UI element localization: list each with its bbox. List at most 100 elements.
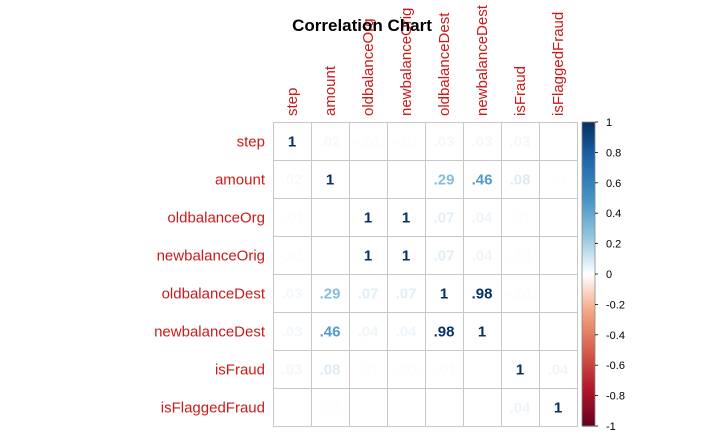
matrix-cell <box>501 312 540 351</box>
matrix-cell <box>463 350 502 389</box>
matrix-cell <box>539 160 578 199</box>
cell-value: 1 <box>364 248 372 265</box>
legend-swatch <box>582 340 595 343</box>
matrix-cell <box>425 198 464 237</box>
legend-swatch <box>582 339 595 342</box>
cell-value: -.01 <box>393 362 419 379</box>
legend-swatch <box>582 353 595 356</box>
row-label: oldbalanceOrg <box>167 210 265 227</box>
matrix-cell <box>349 350 388 389</box>
cell-value: .03 <box>434 134 455 151</box>
legend-swatch <box>582 280 595 283</box>
cell-value: 0 <box>288 400 296 417</box>
cell-value: 1 <box>288 134 296 151</box>
legend-swatch <box>582 128 595 131</box>
legend-swatch <box>582 295 595 298</box>
matrix-cell <box>387 388 426 427</box>
cell-value: 0 <box>326 210 334 227</box>
legend-swatch <box>582 310 595 313</box>
legend-swatch <box>582 141 595 144</box>
legend-swatch <box>582 343 595 347</box>
legend-swatch <box>582 348 595 351</box>
legend-swatch <box>582 231 595 234</box>
legend-swatch <box>582 249 595 252</box>
matrix-values: 1 .02 -.01 -.01 .03 .03 .03 0 .02 1 0 0 .29 .46 .08 .01… <box>279 134 569 417</box>
matrix-cell <box>425 388 464 427</box>
legend-swatch <box>582 153 595 157</box>
cell-value: 0 <box>516 324 524 341</box>
legend-swatch <box>582 138 595 141</box>
row-label: newbalanceDest <box>154 324 266 341</box>
cell-value: .01 <box>320 400 341 417</box>
matrix-grid <box>273 122 578 427</box>
legend-swatch <box>582 333 595 336</box>
legend-tick-label: 0.8 <box>606 147 621 159</box>
matrix-cell <box>273 350 312 389</box>
legend-swatch <box>582 346 595 350</box>
legend-swatch <box>582 245 595 248</box>
legend-swatch <box>582 248 595 251</box>
legend-swatch <box>582 198 595 201</box>
cell-value: .04 <box>548 362 570 379</box>
matrix-cell <box>539 312 578 351</box>
matrix-cell <box>349 236 388 275</box>
cell-value: .01 <box>510 210 531 227</box>
legend-swatch <box>582 260 595 263</box>
cell-value: 0 <box>402 172 410 189</box>
cell-value: .01 <box>548 172 569 189</box>
legend-swatch <box>582 381 595 385</box>
column-label: step <box>284 88 301 116</box>
legend-swatch <box>582 415 595 418</box>
legend-swatch <box>582 185 595 188</box>
legend-swatch <box>582 389 595 392</box>
legend-swatch <box>582 363 595 366</box>
legend-tick-label: 0.6 <box>606 178 621 190</box>
legend-tick-label: -0.2 <box>606 299 625 311</box>
cell-value: .46 <box>472 172 493 189</box>
cell-value: .98 <box>434 324 455 341</box>
legend-swatch <box>582 219 595 222</box>
legend-swatch <box>582 172 595 175</box>
cell-value: -.01 <box>507 286 533 303</box>
legend-swatch <box>582 413 595 416</box>
cell-value: 0 <box>554 134 562 151</box>
matrix-cell <box>425 350 464 389</box>
matrix-cell <box>273 388 312 427</box>
matrix-cell <box>425 274 464 313</box>
legend-swatch <box>582 331 595 334</box>
legend-swatch <box>582 304 595 307</box>
matrix-cell <box>311 160 350 199</box>
legend-swatch <box>582 155 595 158</box>
cell-value: .04 <box>472 210 494 227</box>
legend-swatch <box>582 383 595 386</box>
cell-value: .02 <box>320 134 341 151</box>
legend-swatch <box>582 150 595 153</box>
legend-swatch <box>582 258 595 261</box>
row-label: newbalanceOrig <box>157 248 265 265</box>
matrix-cell <box>463 312 502 351</box>
chart-title: Correlation Chart <box>292 16 432 35</box>
legend-swatch <box>582 395 595 398</box>
legend-swatch <box>582 421 595 424</box>
cell-value: -.01 <box>431 362 457 379</box>
cell-value: .08 <box>320 362 341 379</box>
column-label: isFraud <box>512 66 529 116</box>
matrix-cell <box>539 350 578 389</box>
legend-swatch <box>582 296 595 299</box>
legend-swatch <box>582 360 595 363</box>
legend-swatch <box>582 160 595 163</box>
legend-swatch <box>582 225 595 228</box>
legend-swatch <box>582 312 595 315</box>
legend-swatch <box>582 243 595 246</box>
legend-swatch <box>582 281 595 284</box>
legend-swatch <box>582 213 595 216</box>
cell-value: .03 <box>282 286 303 303</box>
legend-swatch <box>582 384 595 388</box>
legend-swatch <box>582 188 595 191</box>
legend-swatch <box>582 351 595 354</box>
legend-swatch <box>582 178 595 181</box>
legend-swatch <box>582 318 595 321</box>
legend-swatch <box>582 254 595 257</box>
column-label: oldbalanceOrg <box>360 18 377 116</box>
legend-swatch <box>582 293 595 296</box>
